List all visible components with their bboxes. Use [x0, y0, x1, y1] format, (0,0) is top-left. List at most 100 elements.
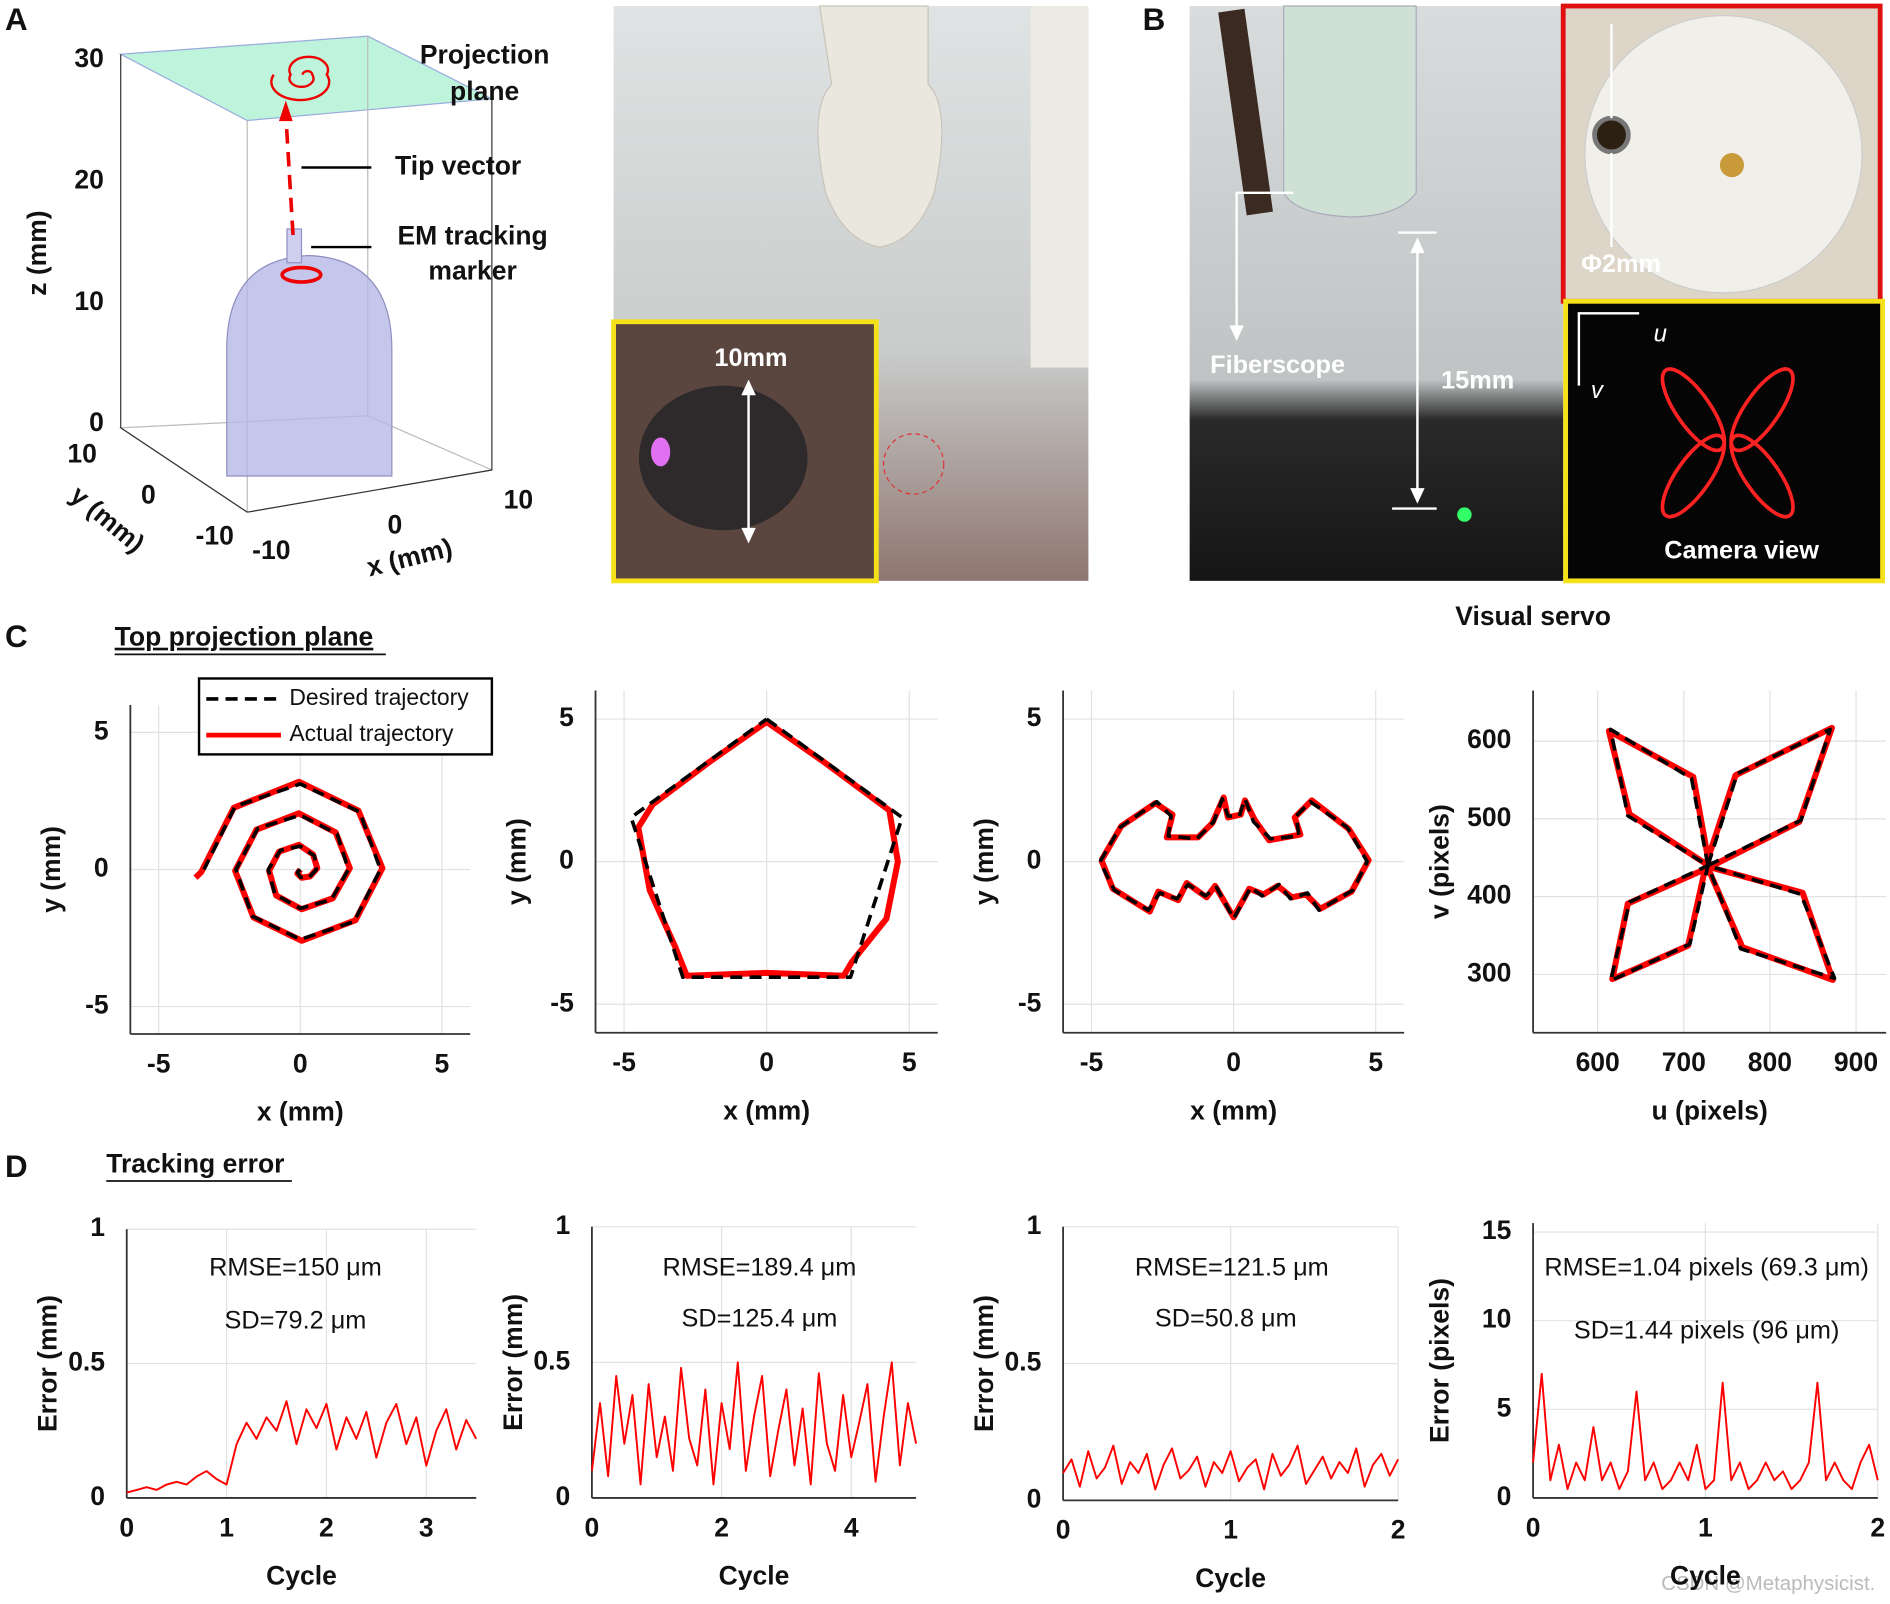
y-tick-label: 10: [1482, 1304, 1511, 1334]
panel-label: D: [5, 1149, 28, 1184]
x-tick-label: 10: [504, 484, 533, 514]
annotation: Projection: [420, 40, 550, 70]
y-tick-label: -10: [196, 520, 234, 550]
y-tick-label: 5: [1027, 702, 1042, 732]
caption: Visual servo: [1455, 601, 1611, 631]
annotation: SD=79.2 μm: [225, 1307, 367, 1335]
y-axis-label: y (mm): [501, 818, 531, 905]
z-tick-label: 0: [89, 407, 104, 437]
x-tick-label: 1: [1223, 1515, 1238, 1545]
x-axis-label: Cycle: [719, 1560, 790, 1590]
x-tick-label: 1: [1698, 1512, 1713, 1542]
x-tick-label: 5: [1368, 1047, 1383, 1077]
axis-label: z (mm): [22, 210, 52, 295]
x-axis-label: x (mm): [257, 1097, 344, 1127]
panel-a-photo: [611, 5, 1089, 584]
x-tick-label: 1: [219, 1512, 234, 1542]
x-axis-label: u (pixels): [1651, 1095, 1767, 1125]
y-tick-label: 1: [555, 1210, 570, 1240]
annotation: RMSE=121.5 μm: [1135, 1254, 1329, 1282]
annotation: Fiberscope: [1210, 351, 1345, 379]
y-tick-label: 300: [1467, 957, 1511, 987]
annotation: SD=50.8 μm: [1155, 1304, 1297, 1332]
x-tick-label: 700: [1662, 1047, 1706, 1077]
panel-label: C: [5, 619, 28, 654]
y-tick-label: 0: [555, 1481, 570, 1511]
annotation: SD=1.44 pixels (96 μm): [1574, 1316, 1840, 1344]
x-axis-label: Cycle: [1670, 1560, 1741, 1590]
x-tick-label: 3: [419, 1512, 434, 1542]
annotation: Φ2mm: [1581, 250, 1661, 278]
y-tick-label: 0.5: [68, 1347, 105, 1377]
series-line: [590, 1361, 918, 1486]
x-axis-label: x (mm): [723, 1095, 810, 1125]
annotation: RMSE=1.04 pixels (69.3 μm): [1544, 1254, 1869, 1282]
y-tick-label: 0: [559, 845, 574, 875]
inset-label: 10mm: [714, 344, 787, 372]
x-tick-label: 5: [434, 1048, 449, 1078]
x-tick-label: 2: [1391, 1515, 1406, 1545]
x-tick-label: 0: [293, 1048, 308, 1078]
series-line: [629, 717, 904, 979]
y-axis-label: Error (pixels): [1425, 1278, 1455, 1443]
x-axis-label: Cycle: [266, 1560, 337, 1590]
series-line: [1608, 727, 1837, 983]
x-tick-label: -5: [612, 1047, 636, 1077]
annotation: Tip vector: [395, 151, 521, 181]
y-axis-label: y (mm): [36, 826, 66, 913]
x-tick-label: -5: [1080, 1047, 1104, 1077]
annotation: Camera view: [1664, 537, 1819, 565]
x-tick-label: 2: [714, 1512, 729, 1542]
y-tick-label: 5: [559, 702, 574, 732]
series-line: [1532, 1372, 1879, 1491]
y-tick-label: -5: [85, 990, 109, 1020]
watermark: CSDN @Metaphysicist.: [1661, 1572, 1875, 1595]
x-tick-label: 0: [759, 1047, 774, 1077]
panel-b-photo: [1189, 3, 1885, 584]
series-line: [1605, 724, 1836, 983]
annotation: RMSE=150 μm: [209, 1254, 382, 1282]
legend-label: Desired trajectory: [289, 684, 469, 710]
panel-label: A: [5, 2, 28, 37]
panel-a-3d: [118, 35, 495, 513]
y-axis-label: Error (mm): [969, 1295, 999, 1432]
x-tick-label: 0: [1526, 1512, 1541, 1542]
y-tick-label: -5: [1018, 987, 1042, 1017]
x-tick-label: 5: [902, 1047, 917, 1077]
panel-label: B: [1143, 2, 1166, 37]
x-tick-label: 0: [119, 1512, 134, 1542]
series-line: [126, 1400, 478, 1494]
x-tick-label: 800: [1748, 1047, 1792, 1077]
legend-label: Actual trajectory: [289, 720, 454, 746]
y-tick-label: 600: [1467, 724, 1511, 754]
y-tick-label: 0: [94, 852, 109, 882]
z-tick-label: 10: [74, 286, 103, 316]
x-tick-label: 0: [585, 1512, 600, 1542]
x-axis-label: x (mm): [1190, 1095, 1277, 1125]
axis-label: u: [1654, 320, 1667, 347]
section-title: Tracking error: [106, 1148, 284, 1178]
y-tick-label: 0.5: [533, 1345, 570, 1375]
y-tick-label: 400: [1467, 880, 1511, 910]
y-tick-label: 0: [90, 1481, 105, 1511]
series-line: [202, 782, 383, 942]
x-axis-label: Cycle: [1195, 1563, 1266, 1593]
y-tick-label: 5: [1497, 1392, 1512, 1422]
y-tick-label: 1: [90, 1212, 105, 1242]
series-line: [635, 719, 901, 979]
annotation: 15mm: [1441, 367, 1514, 395]
x-tick-label: 900: [1834, 1047, 1878, 1077]
y-axis-label: Error (mm): [33, 1295, 63, 1432]
annotation: EM tracking: [397, 220, 547, 250]
x-tick-label: 4: [844, 1512, 859, 1542]
legend-box: [197, 677, 494, 756]
z-tick-label: 30: [74, 43, 103, 73]
axis-label: x (mm): [364, 532, 456, 582]
y-tick-label: 0: [1497, 1481, 1512, 1511]
annotation: SD=125.4 μm: [681, 1304, 837, 1332]
y-tick-label: -5: [550, 987, 574, 1017]
z-tick-label: 20: [74, 164, 103, 194]
section-title: Top projection plane: [115, 622, 374, 652]
